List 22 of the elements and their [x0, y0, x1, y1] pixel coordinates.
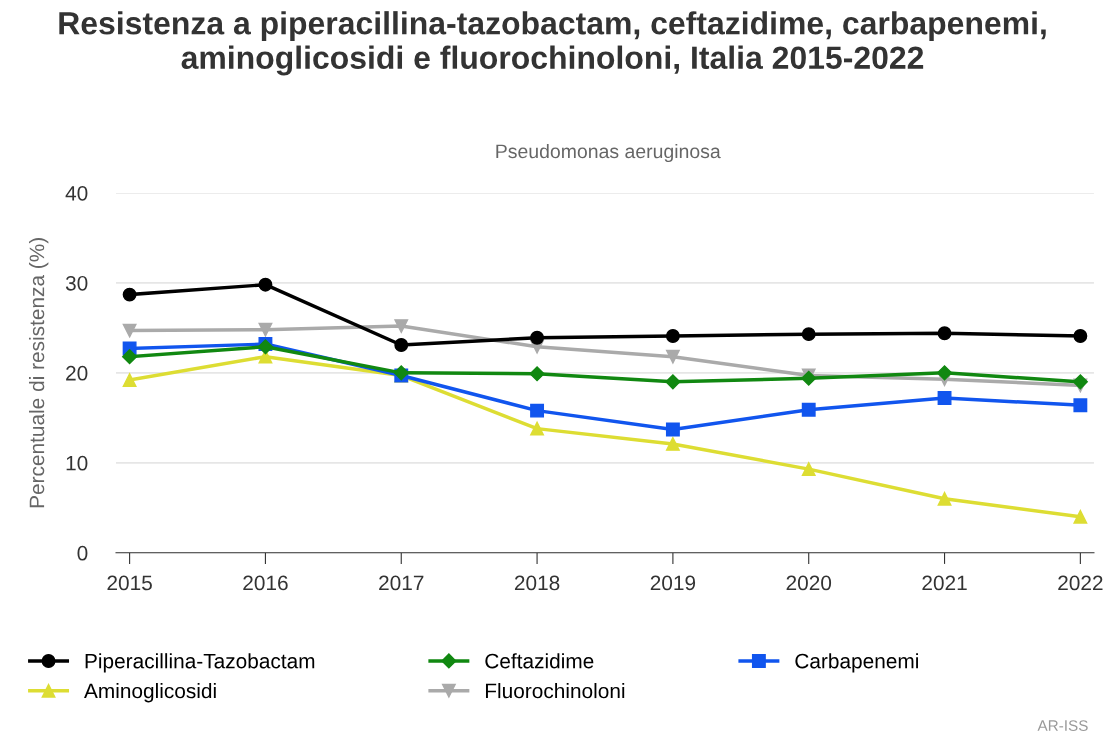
x-tick-label: 2015 — [107, 575, 152, 591]
chart-title: Resistenza a piperacillina-tazobactam, ceftazidime, carbapenemi, aminoglicosidi e fluorochinoloni, Italia 2015-2022 — [59, 11, 1046, 76]
legend-label: Fluorochinoloni — [485, 683, 625, 699]
y-tick-label: 20 — [66, 365, 88, 381]
chart-subtitle: Pseudomonas aeruginosa — [496, 143, 721, 163]
y-axis-title: Percentuale di resistenza (%) — [28, 238, 49, 508]
legend-label: Carbapenemi — [795, 653, 918, 673]
x-tick-label: 2018 — [514, 575, 560, 591]
y-tick-label: 0 — [77, 545, 88, 561]
x-tick-label: 2022 — [1058, 575, 1103, 591]
y-tick-label: 30 — [65, 275, 88, 291]
x-tick-label: 2020 — [786, 575, 832, 591]
x-tick-label: 2017 — [379, 575, 424, 591]
legend-label: Ceftazidime — [485, 653, 594, 669]
legend-label: Aminoglicosidi — [84, 683, 216, 703]
legend-label: Piperacillina-Tazobactam — [85, 653, 315, 673]
x-tick-label: 2016 — [243, 575, 288, 591]
y-tick-label: 40 — [65, 185, 88, 201]
y-tick-label: 10 — [66, 455, 88, 471]
x-tick-label: 2019 — [650, 575, 696, 591]
x-tick-label: 2021 — [922, 575, 967, 591]
text: AR-ISS — [1037, 720, 1088, 732]
